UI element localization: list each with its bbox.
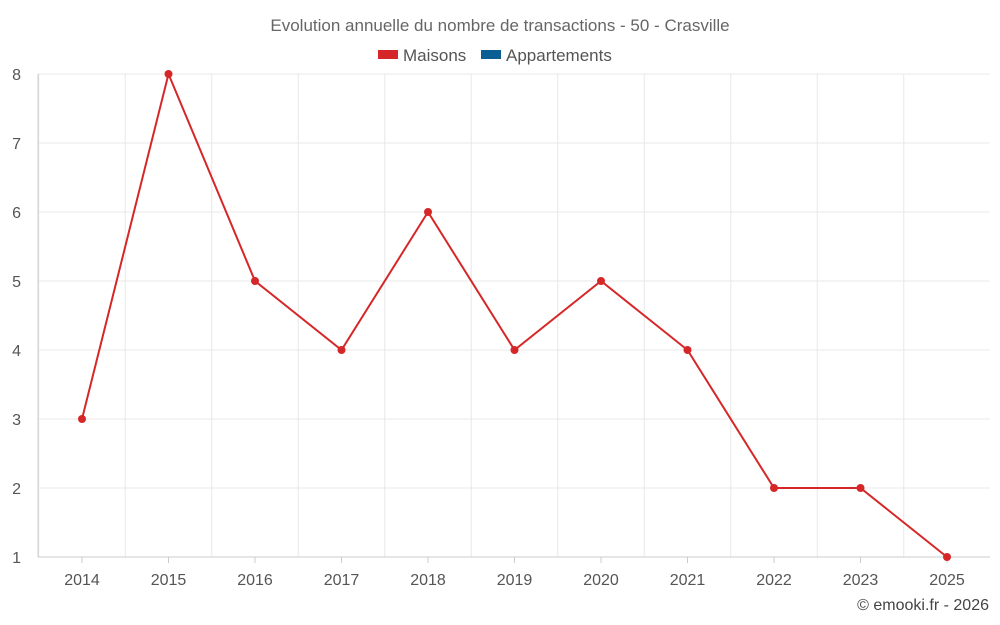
y-tick-label: 2 (12, 481, 21, 498)
x-tick-label: 2023 (843, 572, 879, 589)
x-gridlines (38, 74, 905, 557)
y-gridlines (38, 73, 990, 489)
legend-swatch-maisons (378, 50, 398, 59)
y-tick-label: 1 (12, 550, 21, 567)
data-point-maisons-2021[interactable] (683, 346, 692, 354)
data-point-maisons-2025[interactable] (943, 553, 951, 561)
data-point-maisons-2017[interactable] (337, 346, 346, 354)
y-tick-label: 8 (12, 67, 21, 84)
series-layer (78, 70, 951, 561)
x-tick-label: 2025 (929, 572, 965, 589)
data-point-maisons-2019[interactable] (510, 346, 519, 354)
y-tick-label: 5 (12, 274, 21, 291)
y-tick-label: 3 (12, 412, 21, 429)
x-tick-label: 2017 (324, 572, 360, 589)
credit-text: © emooki.fr - 2026 (857, 597, 989, 614)
chart-title: Evolution annuelle du nombre de transact… (270, 16, 729, 35)
data-point-maisons-2014[interactable] (78, 415, 86, 423)
legend-swatch-appartements (481, 50, 501, 59)
x-tick-label: 2022 (756, 572, 792, 589)
y-tick-label: 7 (12, 136, 21, 153)
x-tick-label: 2016 (237, 572, 273, 589)
data-point-maisons-2020[interactable] (597, 277, 605, 285)
data-point-maisons-2023[interactable] (856, 484, 865, 492)
x-tick-label: 2020 (583, 572, 619, 589)
legend-label-maisons[interactable]: Maisons (403, 46, 466, 65)
x-tick-label: 2018 (410, 572, 446, 589)
legend-label-appartements[interactable]: Appartements (506, 46, 612, 65)
x-tick-label: 2021 (670, 572, 706, 589)
y-axis-ticks: 1 2 3 4 5 6 7 8 (12, 67, 21, 567)
data-point-maisons-2016[interactable] (251, 277, 259, 285)
data-point-maisons-2015[interactable] (164, 70, 173, 78)
x-tick-label: 2015 (151, 572, 187, 589)
x-tick-label: 2014 (64, 572, 100, 589)
x-tick-label: 2019 (497, 572, 533, 589)
data-point-maisons-2018[interactable] (424, 208, 432, 216)
x-axis-ticks: 2014 2015 2016 2017 2018 2019 2020 2021 2022 2023… (64, 557, 965, 589)
y-tick-label: 6 (12, 205, 21, 222)
y-tick-label: 4 (12, 343, 21, 360)
data-point-maisons-2022[interactable] (770, 484, 778, 492)
legend: Maisons Appartements (378, 46, 612, 65)
